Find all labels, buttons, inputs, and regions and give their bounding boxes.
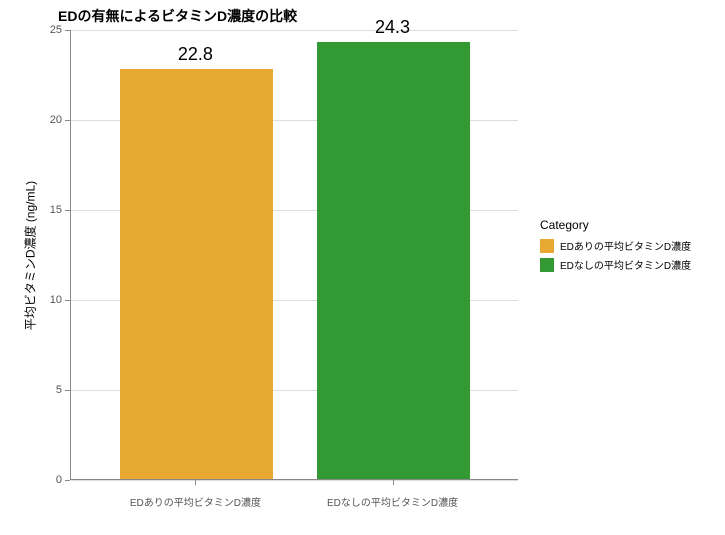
legend-label: EDなしの平均ビタミンD濃度 [560, 257, 691, 272]
gridline [71, 480, 518, 481]
legend-swatch [540, 239, 554, 253]
ytick-label: 25 [40, 24, 62, 36]
ytick-label: 5 [40, 384, 62, 396]
chart-title: EDの有無によるビタミンD濃度の比較 [58, 6, 297, 26]
ytick-mark [65, 300, 70, 301]
bar-value-label: 22.8 [178, 44, 213, 65]
bar [317, 42, 469, 479]
legend: Category EDありの平均ビタミンD濃度 EDなしの平均ビタミンD濃度 [540, 218, 691, 272]
ytick-label: 15 [40, 204, 62, 216]
xtick-label: EDありの平均ビタミンD濃度 [95, 494, 295, 509]
chart-container: EDの有無によるビタミンD濃度の比較 平均ビタミンD濃度 (ng/mL) Cat… [0, 0, 725, 535]
plot-area [70, 30, 518, 480]
bar-value-label: 24.3 [375, 17, 410, 38]
ytick-mark [65, 480, 70, 481]
bar [120, 69, 272, 479]
xtick-mark [195, 480, 196, 485]
legend-label: EDありの平均ビタミンD濃度 [560, 238, 691, 253]
ytick-mark [65, 390, 70, 391]
legend-swatch [540, 258, 554, 272]
legend-title: Category [540, 218, 691, 232]
gridline [71, 30, 518, 31]
ytick-mark [65, 30, 70, 31]
y-axis-label: 平均ビタミンD濃度 (ng/mL) [22, 126, 39, 386]
legend-item: EDありの平均ビタミンD濃度 [540, 238, 691, 253]
ytick-label: 20 [40, 114, 62, 126]
xtick-mark [393, 480, 394, 485]
ytick-label: 0 [40, 474, 62, 486]
ytick-mark [65, 120, 70, 121]
ytick-label: 10 [40, 294, 62, 306]
legend-item: EDなしの平均ビタミンD濃度 [540, 257, 691, 272]
ytick-mark [65, 210, 70, 211]
xtick-label: EDなしの平均ビタミンD濃度 [293, 494, 493, 509]
